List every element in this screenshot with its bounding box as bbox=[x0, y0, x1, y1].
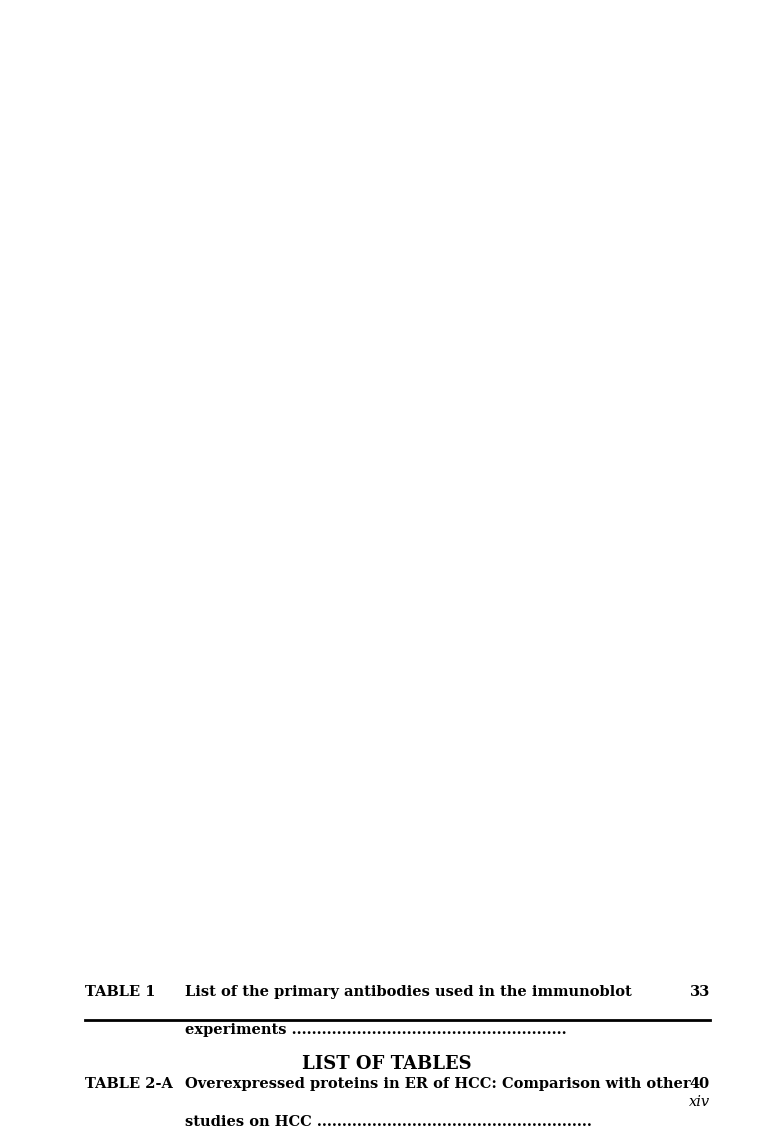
Text: Overexpressed proteins in ER of HCC: Comparison with other: Overexpressed proteins in ER of HCC: Com… bbox=[185, 1077, 690, 1091]
Text: List of the primary antibodies used in the immunoblot: List of the primary antibodies used in t… bbox=[185, 985, 632, 999]
Text: 33: 33 bbox=[690, 985, 710, 999]
Text: LIST OF TABLES: LIST OF TABLES bbox=[302, 1055, 472, 1074]
Text: xiv: xiv bbox=[689, 1095, 710, 1109]
Text: TABLE 1: TABLE 1 bbox=[85, 985, 156, 999]
Text: TABLE 2-A: TABLE 2-A bbox=[85, 1077, 173, 1091]
Text: 40: 40 bbox=[690, 1077, 710, 1091]
Text: experiments .......................................................: experiments ............................… bbox=[185, 1024, 567, 1037]
Text: studies on HCC .......................................................: studies on HCC .........................… bbox=[185, 1116, 592, 1129]
